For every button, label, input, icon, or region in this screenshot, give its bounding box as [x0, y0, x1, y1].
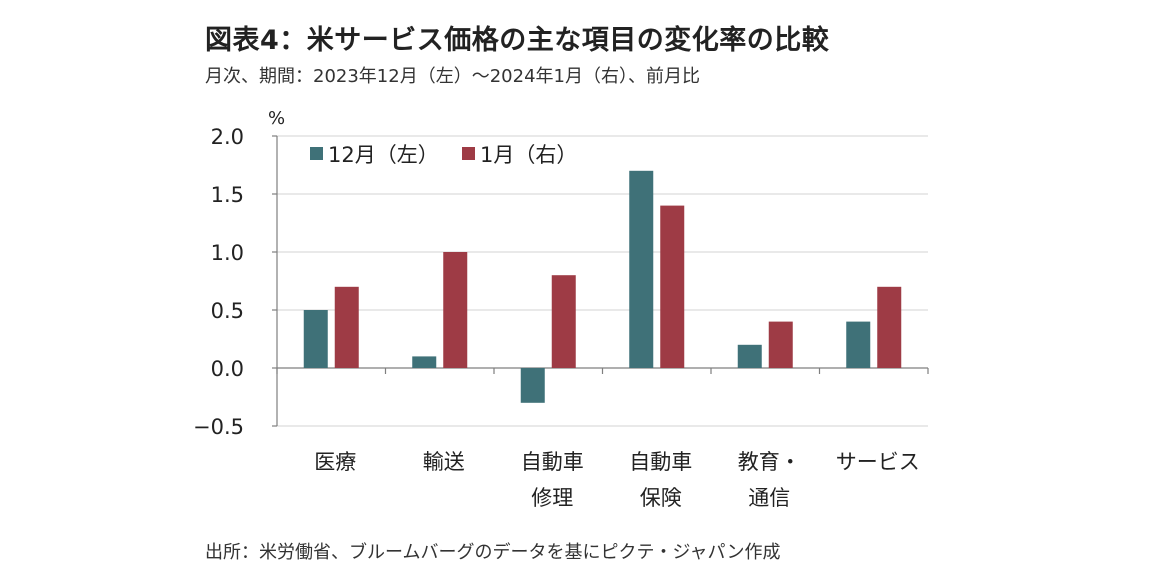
y-tick-label: 0.0 — [211, 357, 244, 381]
chart-subtitle: 月次、期間：2023年12月（左）～2024年1月（右）、前月比 — [205, 66, 700, 87]
x-category-label: 保険 — [640, 486, 682, 510]
bar — [737, 344, 762, 368]
x-category-label: 輸送 — [423, 450, 465, 474]
bar — [846, 321, 871, 368]
bar — [520, 368, 545, 403]
x-category-label: 自動車 — [629, 450, 692, 474]
bar — [303, 310, 328, 368]
bar — [334, 286, 359, 368]
y-tick-label: −0.5 — [193, 415, 244, 439]
bar — [412, 356, 437, 368]
bar — [443, 252, 468, 368]
x-category-label: 通信 — [748, 486, 790, 510]
x-category-label: 自動車 — [521, 450, 584, 474]
gridlines — [277, 135, 928, 427]
chart-title: 図表4：米サービス価格の主な項目の変化率の比較 — [205, 25, 830, 56]
axes — [272, 135, 929, 427]
bar — [877, 286, 902, 368]
legend-swatch — [310, 147, 323, 160]
x-category-label: 教育・ — [738, 450, 801, 474]
bar — [768, 321, 793, 368]
source-note: 出所：米労働省、ブルームバーグのデータを基にピクテ・ジャパン作成 — [205, 542, 781, 563]
y-axis-unit: % — [268, 108, 285, 129]
y-tick-label: 0.5 — [211, 299, 244, 323]
bar — [660, 205, 685, 368]
bars — [303, 170, 902, 403]
x-category-label: 医療 — [314, 450, 356, 474]
bar — [551, 275, 576, 368]
bar — [629, 170, 654, 368]
x-category-label: サービス — [836, 450, 920, 474]
y-tick-label: 1.0 — [211, 241, 244, 265]
x-category-label: 修理 — [531, 486, 573, 510]
legend-label: 12月（左） — [328, 143, 439, 167]
y-tick-label: 1.5 — [211, 183, 244, 207]
legend-swatch — [462, 147, 475, 160]
y-tick-label: 2.0 — [211, 125, 244, 149]
legend-label: 1月（右） — [480, 143, 577, 167]
legend: 12月（左） 1月（右） — [310, 143, 577, 167]
